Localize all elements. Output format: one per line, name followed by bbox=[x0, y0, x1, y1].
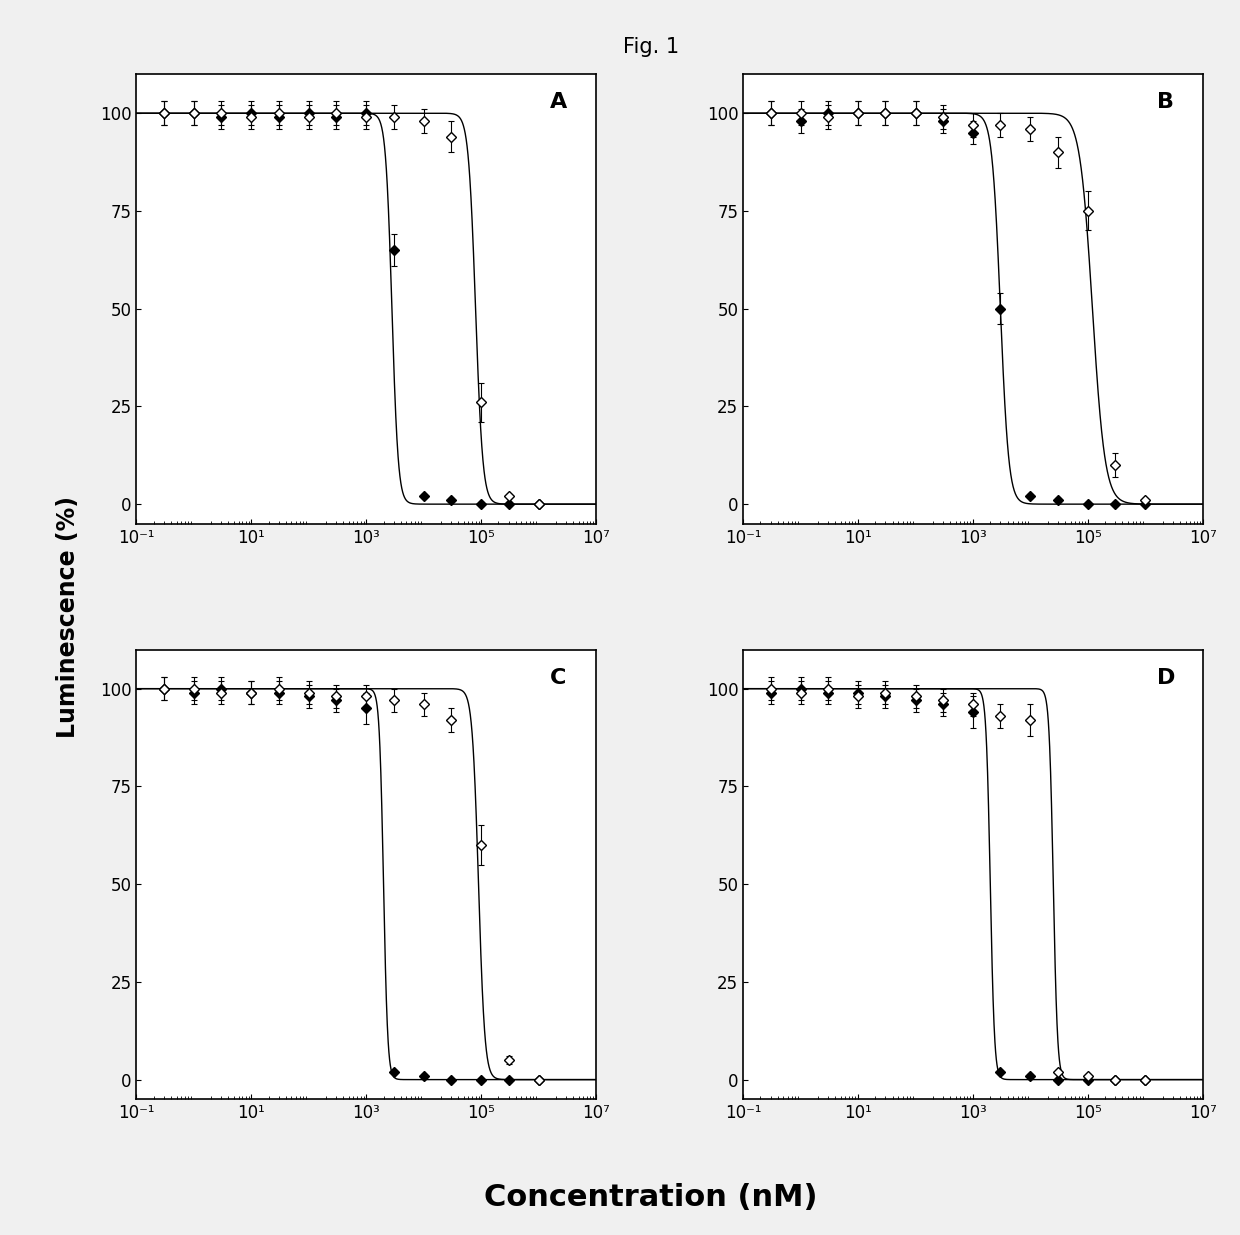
Text: A: A bbox=[551, 93, 568, 112]
Text: Luminescence (%): Luminescence (%) bbox=[56, 496, 81, 739]
Text: Concentration (nM): Concentration (nM) bbox=[485, 1183, 817, 1213]
Text: B: B bbox=[1157, 93, 1174, 112]
Text: C: C bbox=[551, 668, 567, 688]
Text: Fig. 1: Fig. 1 bbox=[622, 37, 680, 57]
Text: D: D bbox=[1157, 668, 1176, 688]
